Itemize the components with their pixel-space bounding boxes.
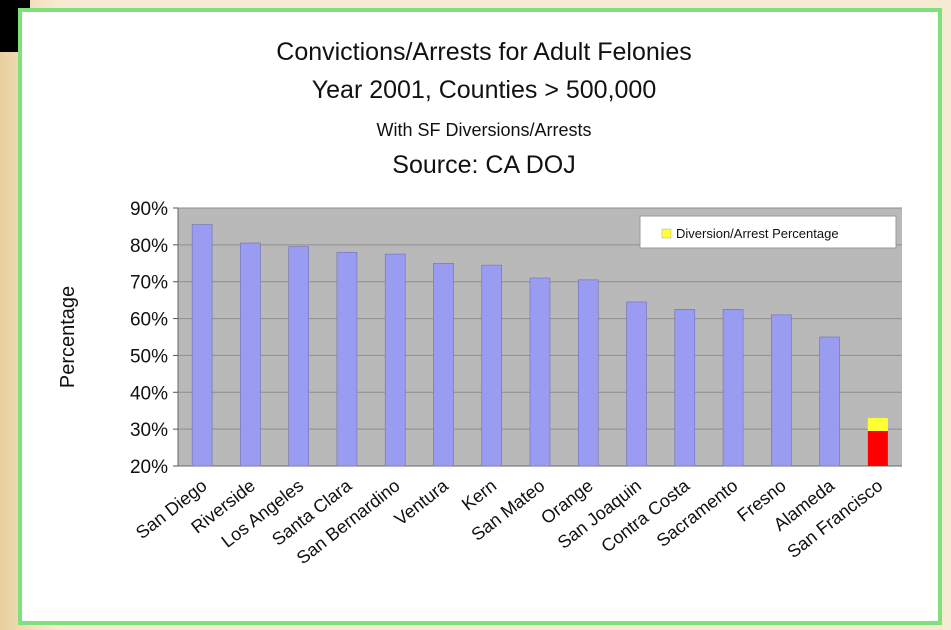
y-tick-label: 30%: [130, 420, 168, 441]
bar-ventura: [433, 262, 454, 467]
y-tick-label: 50%: [130, 346, 168, 367]
bar-orange: [577, 279, 599, 467]
bar-san-joaquin: [626, 301, 647, 467]
y-tick-label: 60%: [130, 310, 168, 331]
legend-label: Diversion/Arrest Percentage: [676, 226, 839, 241]
legend-box: [639, 215, 897, 249]
bar-kern: [481, 264, 503, 467]
bar-san-francisco: [867, 430, 888, 466]
y-tick-label: 70%: [130, 273, 168, 294]
chart-slide: Convictions/Arrests for Adult Felonies Y…: [18, 8, 942, 625]
y-axis-label: Percentage: [57, 286, 79, 388]
y-tick-label: 80%: [130, 236, 168, 257]
y-tick-label: 20%: [130, 457, 168, 478]
bar-sacramento: [722, 309, 744, 467]
bar-contra-costa: [674, 309, 696, 467]
chart-title: Convictions/Arrests for Adult Felonies: [276, 38, 692, 66]
bar-santa-clara: [336, 251, 358, 467]
x-tick-label: Ventura: [391, 475, 453, 530]
diversion-bar-san-francisco: [867, 418, 888, 431]
bar-riverside: [240, 242, 261, 467]
bar-san-diego: [191, 224, 213, 467]
bar-fresno: [771, 314, 792, 467]
chart-subtitle-source: Source: CA DOJ: [392, 151, 576, 179]
bar-san-mateo: [529, 277, 551, 467]
y-tick-label: 40%: [130, 383, 168, 404]
chart-subtitle-diversions: With SF Diversions/Arrests: [376, 120, 592, 140]
chart-subtitle-year: Year 2001, Counties > 500,000: [311, 76, 657, 104]
bar-alameda: [819, 336, 840, 467]
y-tick-label: 90%: [130, 199, 168, 220]
bar-los-angeles: [288, 246, 309, 467]
bar-san-bernardino: [384, 253, 406, 467]
legend-swatch: [661, 228, 672, 239]
